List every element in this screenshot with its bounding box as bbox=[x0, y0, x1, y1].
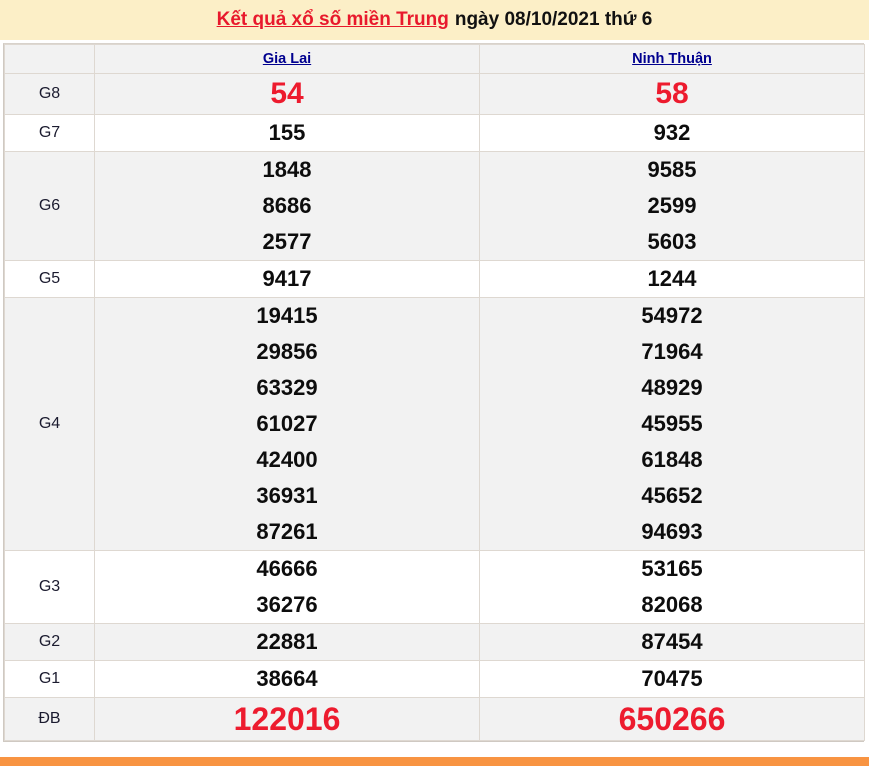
lottery-number: 61027 bbox=[256, 411, 318, 436]
lottery-number: 2599 bbox=[647, 193, 697, 218]
prize-numbers-gia-lai: 122016 bbox=[94, 697, 480, 741]
lottery-number: 650266 bbox=[618, 701, 726, 737]
prize-label-g7: G7 bbox=[4, 114, 95, 152]
lottery-number: 45955 bbox=[641, 411, 703, 436]
lottery-number: 53165 bbox=[641, 556, 703, 581]
prize-label-đb: ĐB bbox=[4, 697, 95, 741]
lottery-number: 87454 bbox=[641, 629, 703, 654]
table-row: G4 19415 29856 63329 61027 42400 36931 87261 549… bbox=[4, 297, 865, 551]
prize-numbers-ninh-thuan: 932 bbox=[479, 114, 865, 152]
prize-numbers-gia-lai: 1848 8686 2577 bbox=[94, 151, 480, 261]
lottery-number: 5603 bbox=[647, 229, 697, 254]
lottery-number: 9417 bbox=[262, 266, 312, 291]
prize-label-g4: G4 bbox=[4, 297, 95, 551]
prize-label-g5: G5 bbox=[4, 260, 95, 298]
page-title-main: Kết quả xổ số miền Trung bbox=[216, 9, 449, 30]
prize-numbers-ninh-thuan: 70475 bbox=[479, 660, 865, 698]
prize-label-g3: G3 bbox=[4, 550, 95, 624]
table-header: Gia Lai Ninh Thuận bbox=[4, 44, 865, 74]
lottery-number: 8686 bbox=[262, 193, 312, 218]
province-link-ninh-thuan[interactable]: Ninh Thuận bbox=[632, 51, 712, 67]
column-header-gia-lai[interactable]: Gia Lai bbox=[94, 44, 480, 74]
lottery-number: 71964 bbox=[641, 339, 703, 364]
prize-numbers-ninh-thuan: 9585 2599 5603 bbox=[479, 151, 865, 261]
lottery-number: 61848 bbox=[641, 447, 703, 472]
prize-numbers-gia-lai: 19415 29856 63329 61027 42400 36931 87261 bbox=[94, 297, 480, 551]
prize-numbers-ninh-thuan: 650266 bbox=[479, 697, 865, 741]
table-row: G5 9417 1244 bbox=[4, 260, 865, 298]
column-header-ninh-thuan[interactable]: Ninh Thuận bbox=[479, 44, 865, 74]
lottery-number: 22881 bbox=[256, 629, 318, 654]
table-row: G7 155 932 bbox=[4, 114, 865, 152]
table-row: G1 38664 70475 bbox=[4, 660, 865, 698]
lottery-number: 1848 bbox=[262, 157, 312, 182]
lottery-number: 48929 bbox=[641, 375, 703, 400]
lottery-number: 19415 bbox=[256, 303, 318, 328]
page-title-date: ngày 08/10/2021 thứ 6 bbox=[454, 9, 653, 30]
prize-numbers-gia-lai: 46666 36276 bbox=[94, 550, 480, 624]
prize-label-g1: G1 bbox=[4, 660, 95, 698]
table-row: G3 46666 36276 53165 82068 bbox=[4, 550, 865, 624]
bottom-accent-bar bbox=[0, 757, 869, 766]
prize-numbers-ninh-thuan: 58 bbox=[479, 73, 865, 115]
lottery-number: 29856 bbox=[256, 339, 318, 364]
lottery-number: 63329 bbox=[256, 375, 318, 400]
prize-numbers-ninh-thuan: 54972 71964 48929 45955 61848 45652 94693 bbox=[479, 297, 865, 551]
lottery-results-table: Gia Lai Ninh Thuận G8 54 58 G7 155 932 G6 1848 8… bbox=[4, 44, 865, 741]
table-row: ĐB 122016 650266 bbox=[4, 697, 865, 741]
table-header-row: Gia Lai Ninh Thuận bbox=[4, 44, 865, 74]
prize-numbers-ninh-thuan: 53165 82068 bbox=[479, 550, 865, 624]
prize-numbers-ninh-thuan: 87454 bbox=[479, 623, 865, 661]
lottery-number: 94693 bbox=[641, 519, 703, 544]
lottery-number: 42400 bbox=[256, 447, 318, 472]
lottery-number: 58 bbox=[655, 77, 689, 110]
page-title-bar: Kết quả xổ số miền Trung ngày 08/10/2021… bbox=[0, 0, 869, 40]
prize-label-g6: G6 bbox=[4, 151, 95, 261]
lottery-number: 70475 bbox=[641, 666, 703, 691]
lottery-number: 36931 bbox=[256, 483, 318, 508]
lottery-number: 38664 bbox=[256, 666, 318, 691]
province-link-gia-lai[interactable]: Gia Lai bbox=[262, 51, 312, 67]
lottery-number: 1244 bbox=[647, 266, 697, 291]
table-body: G8 54 58 G7 155 932 G6 1848 8686 2577 9585 2599 5603… bbox=[4, 73, 865, 741]
lottery-number: 9585 bbox=[647, 157, 697, 182]
prize-numbers-gia-lai: 54 bbox=[94, 73, 480, 115]
lottery-number: 54972 bbox=[641, 303, 703, 328]
prize-label-g2: G2 bbox=[4, 623, 95, 661]
lottery-number: 932 bbox=[653, 120, 691, 145]
table-row: G6 1848 8686 2577 9585 2599 5603 bbox=[4, 151, 865, 261]
prize-numbers-gia-lai: 155 bbox=[94, 114, 480, 152]
table-row: G8 54 58 bbox=[4, 73, 865, 115]
lottery-number: 122016 bbox=[233, 701, 341, 737]
prize-numbers-gia-lai: 9417 bbox=[94, 260, 480, 298]
lottery-results-table-wrapper: Gia Lai Ninh Thuận G8 54 58 G7 155 932 G6 1848 8… bbox=[3, 43, 865, 742]
lottery-number: 36276 bbox=[256, 592, 318, 617]
lottery-number: 155 bbox=[268, 120, 306, 145]
lottery-number: 46666 bbox=[256, 556, 318, 581]
prize-numbers-gia-lai: 22881 bbox=[94, 623, 480, 661]
prize-numbers-ninh-thuan: 1244 bbox=[479, 260, 865, 298]
column-header-prize bbox=[4, 44, 95, 74]
lottery-number: 87261 bbox=[256, 519, 318, 544]
lottery-number: 82068 bbox=[641, 592, 703, 617]
lottery-number: 45652 bbox=[641, 483, 703, 508]
lottery-number: 2577 bbox=[262, 229, 312, 254]
prize-numbers-gia-lai: 38664 bbox=[94, 660, 480, 698]
lottery-number: 54 bbox=[270, 77, 304, 110]
table-row: G2 22881 87454 bbox=[4, 623, 865, 661]
prize-label-g8: G8 bbox=[4, 73, 95, 115]
